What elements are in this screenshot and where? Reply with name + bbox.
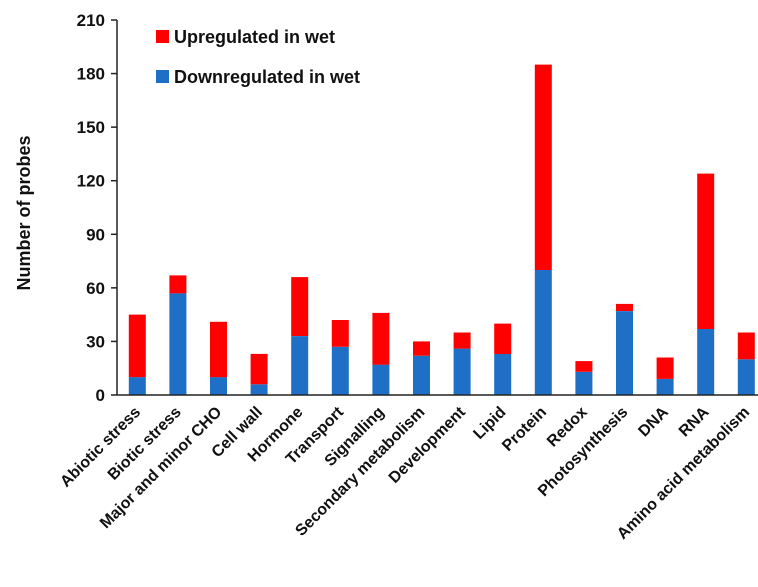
y-axis-title: Number of probes [14,135,34,290]
x-category-label: Protein [499,404,550,455]
bar-upregulated-in-wet-biotic-stress [169,275,187,294]
bar-upregulated-in-wet-major-and-minor-cho [210,321,227,378]
legend: Upregulated in wet Downregulated in wet [156,27,360,87]
y-axis: 0 30 60 90 120 150 180 210 [77,11,118,405]
bar-upregulated-in-wet-transport [331,320,349,347]
legend-swatch [156,30,169,43]
bar-downregulated-in-wet-dna [656,378,674,395]
bar-upregulated-in-wet-secondary-metabolism [413,341,430,356]
bar-upregulated-in-wet-signalling [372,312,390,365]
bar-downregulated-in-wet-biotic-stress [169,293,187,395]
bar-upregulated-in-wet-rna [697,173,715,329]
y-tick-label: 60 [86,279,105,298]
legend-swatch [156,70,169,83]
bar-upregulated-in-wet-dna [656,357,674,379]
legend-label: Downregulated in wet [174,67,360,87]
bar-upregulated-in-wet-development [453,332,471,349]
bar-upregulated-in-wet-abiotic-stress [128,314,146,378]
bar-downregulated-in-wet-cell-wall [250,384,268,395]
bars [128,64,755,395]
bar-downregulated-in-wet-protein [534,270,552,395]
bar-downregulated-in-wet-secondary-metabolism [413,355,430,395]
bar-downregulated-in-wet-photosynthesis [616,311,633,395]
y-tick-label: 30 [86,332,105,351]
bar-upregulated-in-wet-cell-wall [250,353,268,385]
bar-upregulated-in-wet-redox [575,361,593,372]
y-tick-label: 180 [77,65,105,84]
bar-downregulated-in-wet-amino-acid-metabolism [737,359,755,395]
y-tick-label: 210 [77,11,105,30]
bar-upregulated-in-wet-hormone [291,277,309,336]
bar-downregulated-in-wet-redox [575,371,593,395]
y-tick-label: 90 [86,225,105,244]
legend-label: Upregulated in wet [174,27,335,47]
y-tick-label: 0 [96,386,105,405]
y-tick-label: 150 [77,118,105,137]
bar-downregulated-in-wet-signalling [372,364,390,395]
bar-downregulated-in-wet-development [453,348,471,395]
bar-upregulated-in-wet-lipid [494,323,512,354]
bar-downregulated-in-wet-major-and-minor-cho [210,377,227,395]
bar-downregulated-in-wet-rna [697,328,715,395]
bar-downregulated-in-wet-hormone [291,336,309,395]
x-category-label: RNA [676,403,713,440]
bar-downregulated-in-wet-abiotic-stress [128,377,146,395]
bar-downregulated-in-wet-lipid [494,353,512,395]
y-tick-label: 120 [77,172,105,191]
bar-upregulated-in-wet-protein [534,64,552,270]
x-category-label: DNA [635,403,672,440]
bar-upregulated-in-wet-amino-acid-metabolism [737,332,755,360]
bar-downregulated-in-wet-transport [331,346,349,395]
bar-upregulated-in-wet-photosynthesis [616,303,633,311]
